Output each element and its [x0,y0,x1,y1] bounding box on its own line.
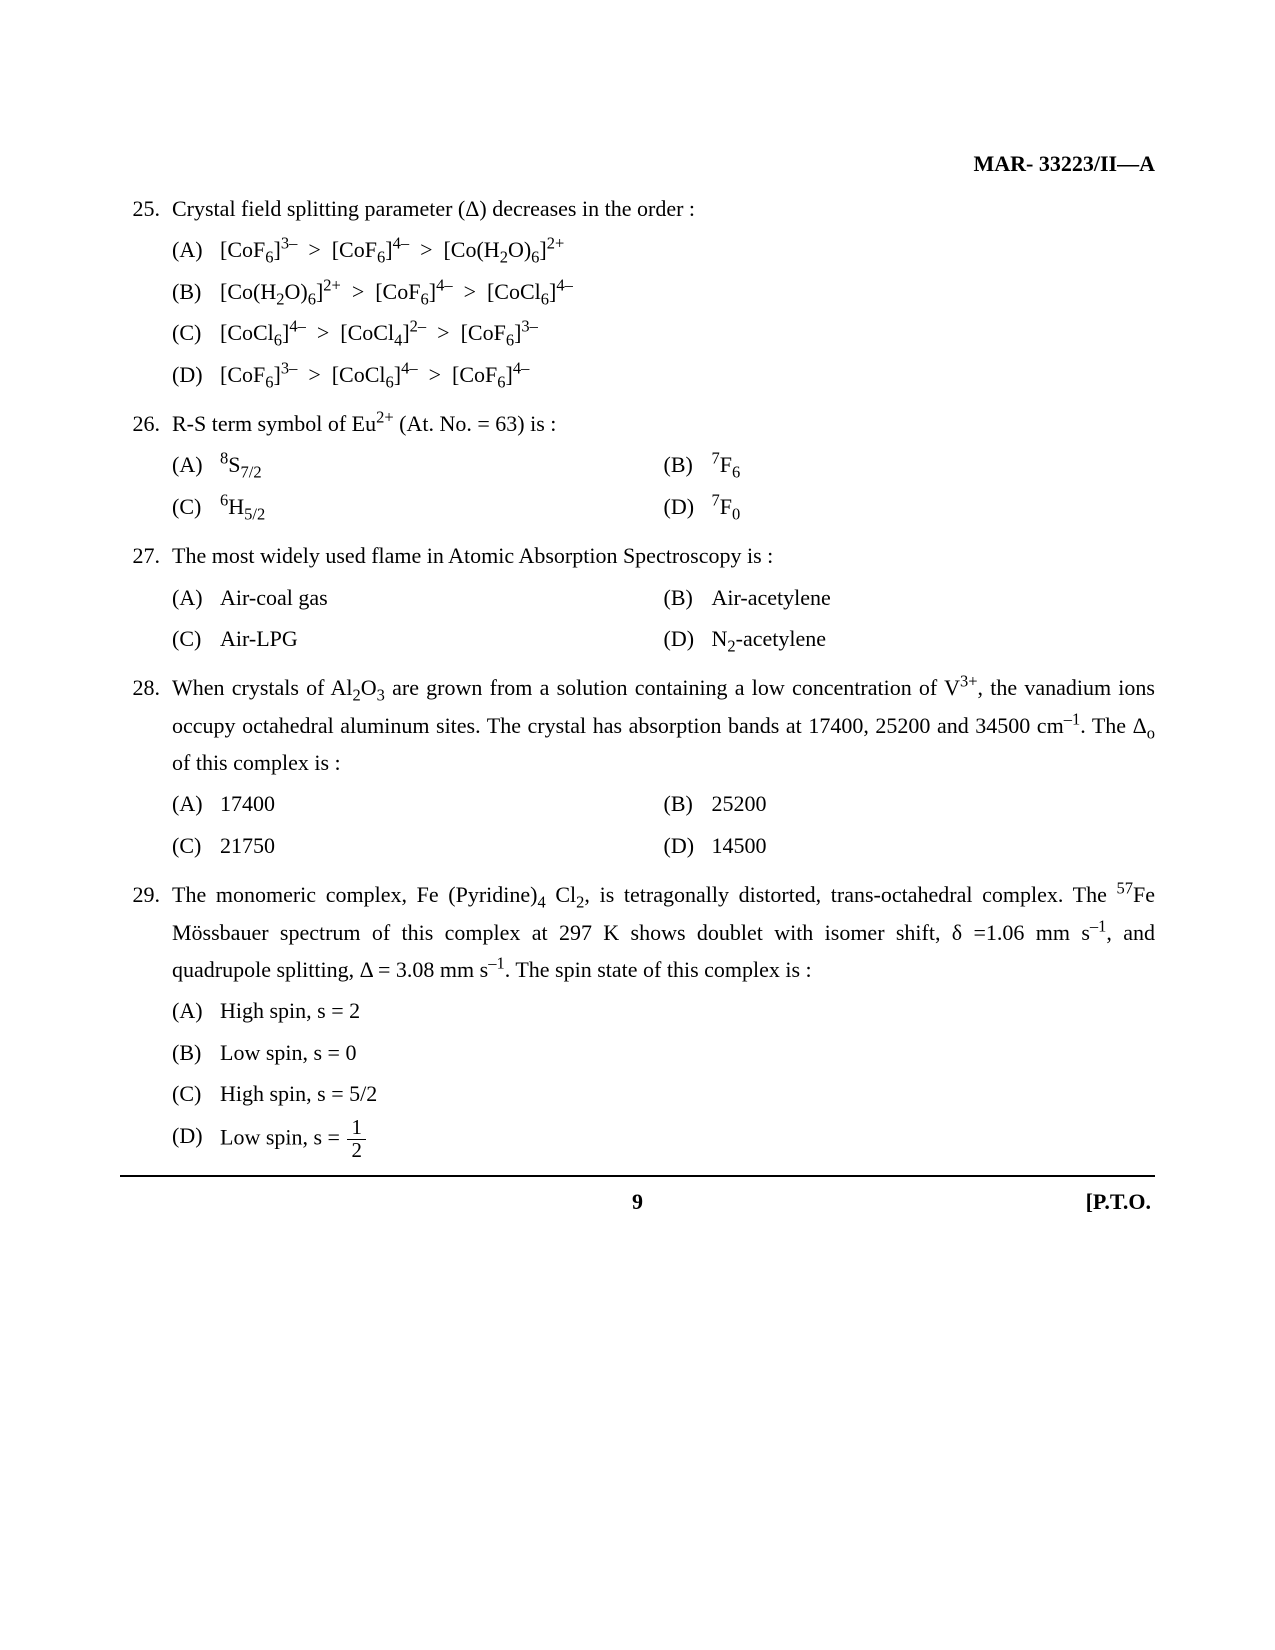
question: 28.When crystals of Al2O3 are grown from… [120,669,1155,868]
question-body: When crystals of Al2O3 are grown from a … [172,669,1155,868]
option-label: (C) [172,1075,220,1112]
option-label: (D) [664,488,712,525]
question-text: Crystal field splitting parameter (Δ) de… [172,190,1155,227]
option: (C)6H5/2 [172,488,664,525]
option-text: High spin, s = 5/2 [220,1075,1155,1112]
option-text: 8S7/2 [220,446,664,483]
questions-block: 25.Crystal field splitting parameter (Δ)… [120,190,1155,1165]
option-label: (D) [664,827,712,864]
option-text: 25200 [712,785,1156,822]
option-label: (A) [172,785,220,822]
option: (A)17400 [172,785,664,822]
option-label: (A) [172,231,220,268]
option: (B)Air-acetylene [664,579,1156,616]
option: (C)[CoCl6]4– > [CoCl4]2– > [CoF6]3– [172,314,1155,351]
question: 25.Crystal field splitting parameter (Δ)… [120,190,1155,397]
option: (A)[CoF6]3– > [CoF6]4– > [Co(H2O)6]2+ [172,231,1155,268]
question-text: The monomeric complex, Fe (Pyridine)4 Cl… [172,876,1155,988]
question-text: When crystals of Al2O3 are grown from a … [172,669,1155,781]
page-number: 9 [632,1183,643,1220]
options: (A)High spin, s = 2(B)Low spin, s = 0(C)… [172,992,1155,1161]
option-text: N2-acetylene [712,620,1156,657]
paper-code: MAR- 33223/II—A [974,145,1156,182]
pto-label: [P.T.O. [1086,1183,1151,1220]
option-text: Low spin, s = 0 [220,1034,1155,1071]
question-number: 26. [120,405,172,529]
option-label: (A) [172,579,220,616]
options: (A)Air-coal gas(B)Air-acetylene(C)Air-LP… [172,579,1155,662]
option-text: [CoCl6]4– > [CoCl4]2– > [CoF6]3– [220,314,1155,351]
option: (B)25200 [664,785,1156,822]
option-label: (B) [664,446,712,483]
options: (A)[CoF6]3– > [CoF6]4– > [Co(H2O)6]2+(B)… [172,231,1155,393]
option: (D)[CoF6]3– > [CoCl6]4– > [CoF6]4– [172,356,1155,393]
option-label: (C) [172,827,220,864]
option-text: Air-LPG [220,620,664,657]
question-body: Crystal field splitting parameter (Δ) de… [172,190,1155,397]
option-text: 7F6 [712,446,1156,483]
question: 29.The monomeric complex, Fe (Pyridine)4… [120,876,1155,1165]
question-number: 25. [120,190,172,397]
question: 26.R-S term symbol of Eu2+ (At. No. = 63… [120,405,1155,529]
page-footer: 9 [P.T.O. [120,1183,1155,1220]
exam-page: MAR- 33223/II—A 25.Crystal field splitti… [0,0,1275,1650]
question-number: 29. [120,876,172,1165]
option-text: [CoF6]3– > [CoCl6]4– > [CoF6]4– [220,356,1155,393]
option: (D)N2-acetylene [664,620,1156,657]
question-number: 28. [120,669,172,868]
option: (D)14500 [664,827,1156,864]
option-label: (A) [172,992,220,1029]
question-text: R-S term symbol of Eu2+ (At. No. = 63) i… [172,405,1155,442]
option-text: 14500 [712,827,1156,864]
option-label: (D) [664,620,712,657]
question-body: The most widely used flame in Atomic Abs… [172,537,1155,661]
option-label: (B) [664,785,712,822]
option-text: Air-acetylene [712,579,1156,616]
question-number: 27. [120,537,172,661]
option-label: (B) [172,1034,220,1071]
option: (C)High spin, s = 5/2 [172,1075,1155,1112]
option-text: Low spin, s = 12 [220,1117,1155,1162]
option: (B)[Co(H2O)6]2+ > [CoF6]4– > [CoCl6]4– [172,273,1155,310]
option: (D)7F0 [664,488,1156,525]
question-body: The monomeric complex, Fe (Pyridine)4 Cl… [172,876,1155,1165]
option-text: 7F0 [712,488,1156,525]
option-text: 17400 [220,785,664,822]
option: (A)High spin, s = 2 [172,992,1155,1029]
question: 27.The most widely used flame in Atomic … [120,537,1155,661]
option-text: [CoF6]3– > [CoF6]4– > [Co(H2O)6]2+ [220,231,1155,268]
option: (D)Low spin, s = 12 [172,1117,1155,1162]
option: (B)Low spin, s = 0 [172,1034,1155,1071]
option: (A)Air-coal gas [172,579,664,616]
option-label: (C) [172,314,220,351]
option-label: (D) [172,356,220,393]
footer-rule [120,1175,1155,1177]
option-label: (B) [172,273,220,310]
options: (A)17400(B)25200(C)21750(D)14500 [172,785,1155,868]
option-text: 21750 [220,827,664,864]
option-text: [Co(H2O)6]2+ > [CoF6]4– > [CoCl6]4– [220,273,1155,310]
option-label: (C) [172,620,220,657]
option-label: (D) [172,1117,220,1162]
option: (B)7F6 [664,446,1156,483]
option: (A)8S7/2 [172,446,664,483]
question-body: R-S term symbol of Eu2+ (At. No. = 63) i… [172,405,1155,529]
option-text: Air-coal gas [220,579,664,616]
option-text: High spin, s = 2 [220,992,1155,1029]
option: (C)Air-LPG [172,620,664,657]
option-label: (C) [172,488,220,525]
option-label: (B) [664,579,712,616]
option-text: 6H5/2 [220,488,664,525]
question-text: The most widely used flame in Atomic Abs… [172,537,1155,574]
option-label: (A) [172,446,220,483]
option: (C)21750 [172,827,664,864]
options: (A)8S7/2(B)7F6(C)6H5/2(D)7F0 [172,446,1155,529]
